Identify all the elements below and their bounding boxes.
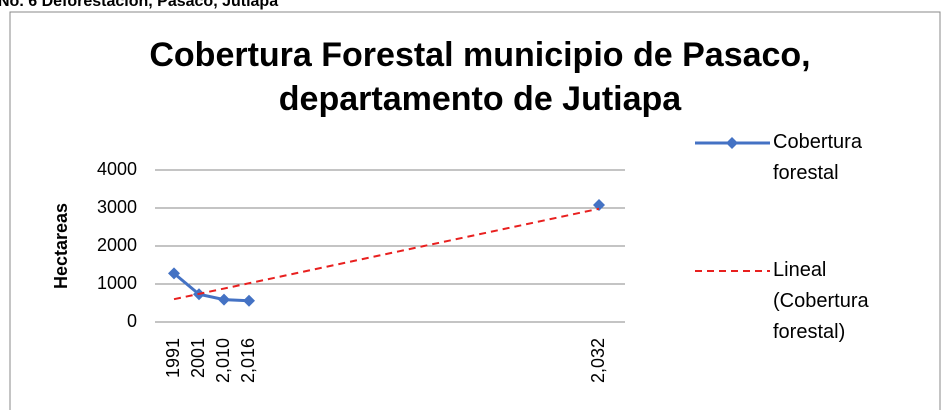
legend-label: Lineal (Cobertura forestal) <box>773 259 869 343</box>
y-tick-label: 1000 <box>97 273 137 293</box>
x-tick-label: 1991 <box>163 338 183 378</box>
caption: No. 6 Deforestación, Pasaco, Jutiapa <box>0 0 278 10</box>
x-tick-label: 2001 <box>188 338 208 378</box>
marker <box>218 293 230 306</box>
marker <box>168 267 180 280</box>
x-tick-label: 2,016 <box>238 338 258 383</box>
x-tick-label: 2,010 <box>213 338 233 383</box>
marker <box>593 198 605 211</box>
y-tick-label: 0 <box>127 311 137 331</box>
chart-frame <box>9 11 941 410</box>
legend-label: Cobertura forestal <box>773 131 862 184</box>
trend-line <box>173 207 600 301</box>
y-tick-label: 4000 <box>97 159 137 179</box>
legend-marker <box>726 137 738 149</box>
marker <box>243 294 255 307</box>
x-tick-label: 2,032 <box>588 338 608 383</box>
chart-title: Cobertura Forestal municipio de Pasaco, d… <box>149 36 810 118</box>
y-tick-label: 3000 <box>97 197 137 217</box>
y-tick-label: 2000 <box>97 235 137 255</box>
y-axis-label: Hectareas <box>51 203 71 289</box>
